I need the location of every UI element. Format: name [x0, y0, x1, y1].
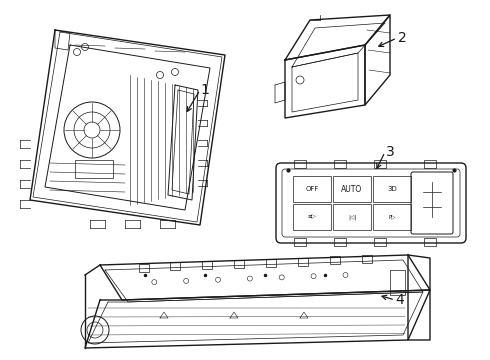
Bar	[298, 258, 308, 266]
Text: AUTO: AUTO	[342, 185, 363, 194]
Text: 2: 2	[397, 31, 406, 45]
Bar	[75, 160, 113, 178]
Text: 3: 3	[386, 145, 394, 159]
Bar	[390, 270, 405, 295]
Text: ≡▷: ≡▷	[308, 215, 317, 220]
Text: |◁|: |◁|	[348, 214, 356, 220]
Bar	[334, 160, 346, 168]
Bar	[139, 264, 148, 271]
Text: 4: 4	[395, 293, 404, 307]
Bar	[294, 238, 306, 246]
Bar	[293, 176, 331, 202]
Bar	[373, 204, 411, 230]
Bar	[171, 262, 180, 270]
Bar	[266, 259, 276, 267]
Bar	[374, 160, 386, 168]
Text: OFF: OFF	[305, 186, 318, 192]
Bar	[202, 261, 212, 269]
Bar	[293, 204, 331, 230]
Bar	[374, 238, 386, 246]
Bar	[334, 238, 346, 246]
Bar	[424, 160, 436, 168]
Text: 1: 1	[200, 83, 209, 97]
Bar	[333, 176, 371, 202]
Bar	[424, 238, 436, 246]
Bar	[362, 255, 371, 263]
Text: 3D: 3D	[387, 186, 397, 192]
Bar	[234, 260, 244, 268]
Bar	[373, 176, 411, 202]
Bar	[333, 204, 371, 230]
Bar	[330, 256, 340, 264]
Text: P▷: P▷	[388, 215, 396, 220]
Bar	[294, 160, 306, 168]
